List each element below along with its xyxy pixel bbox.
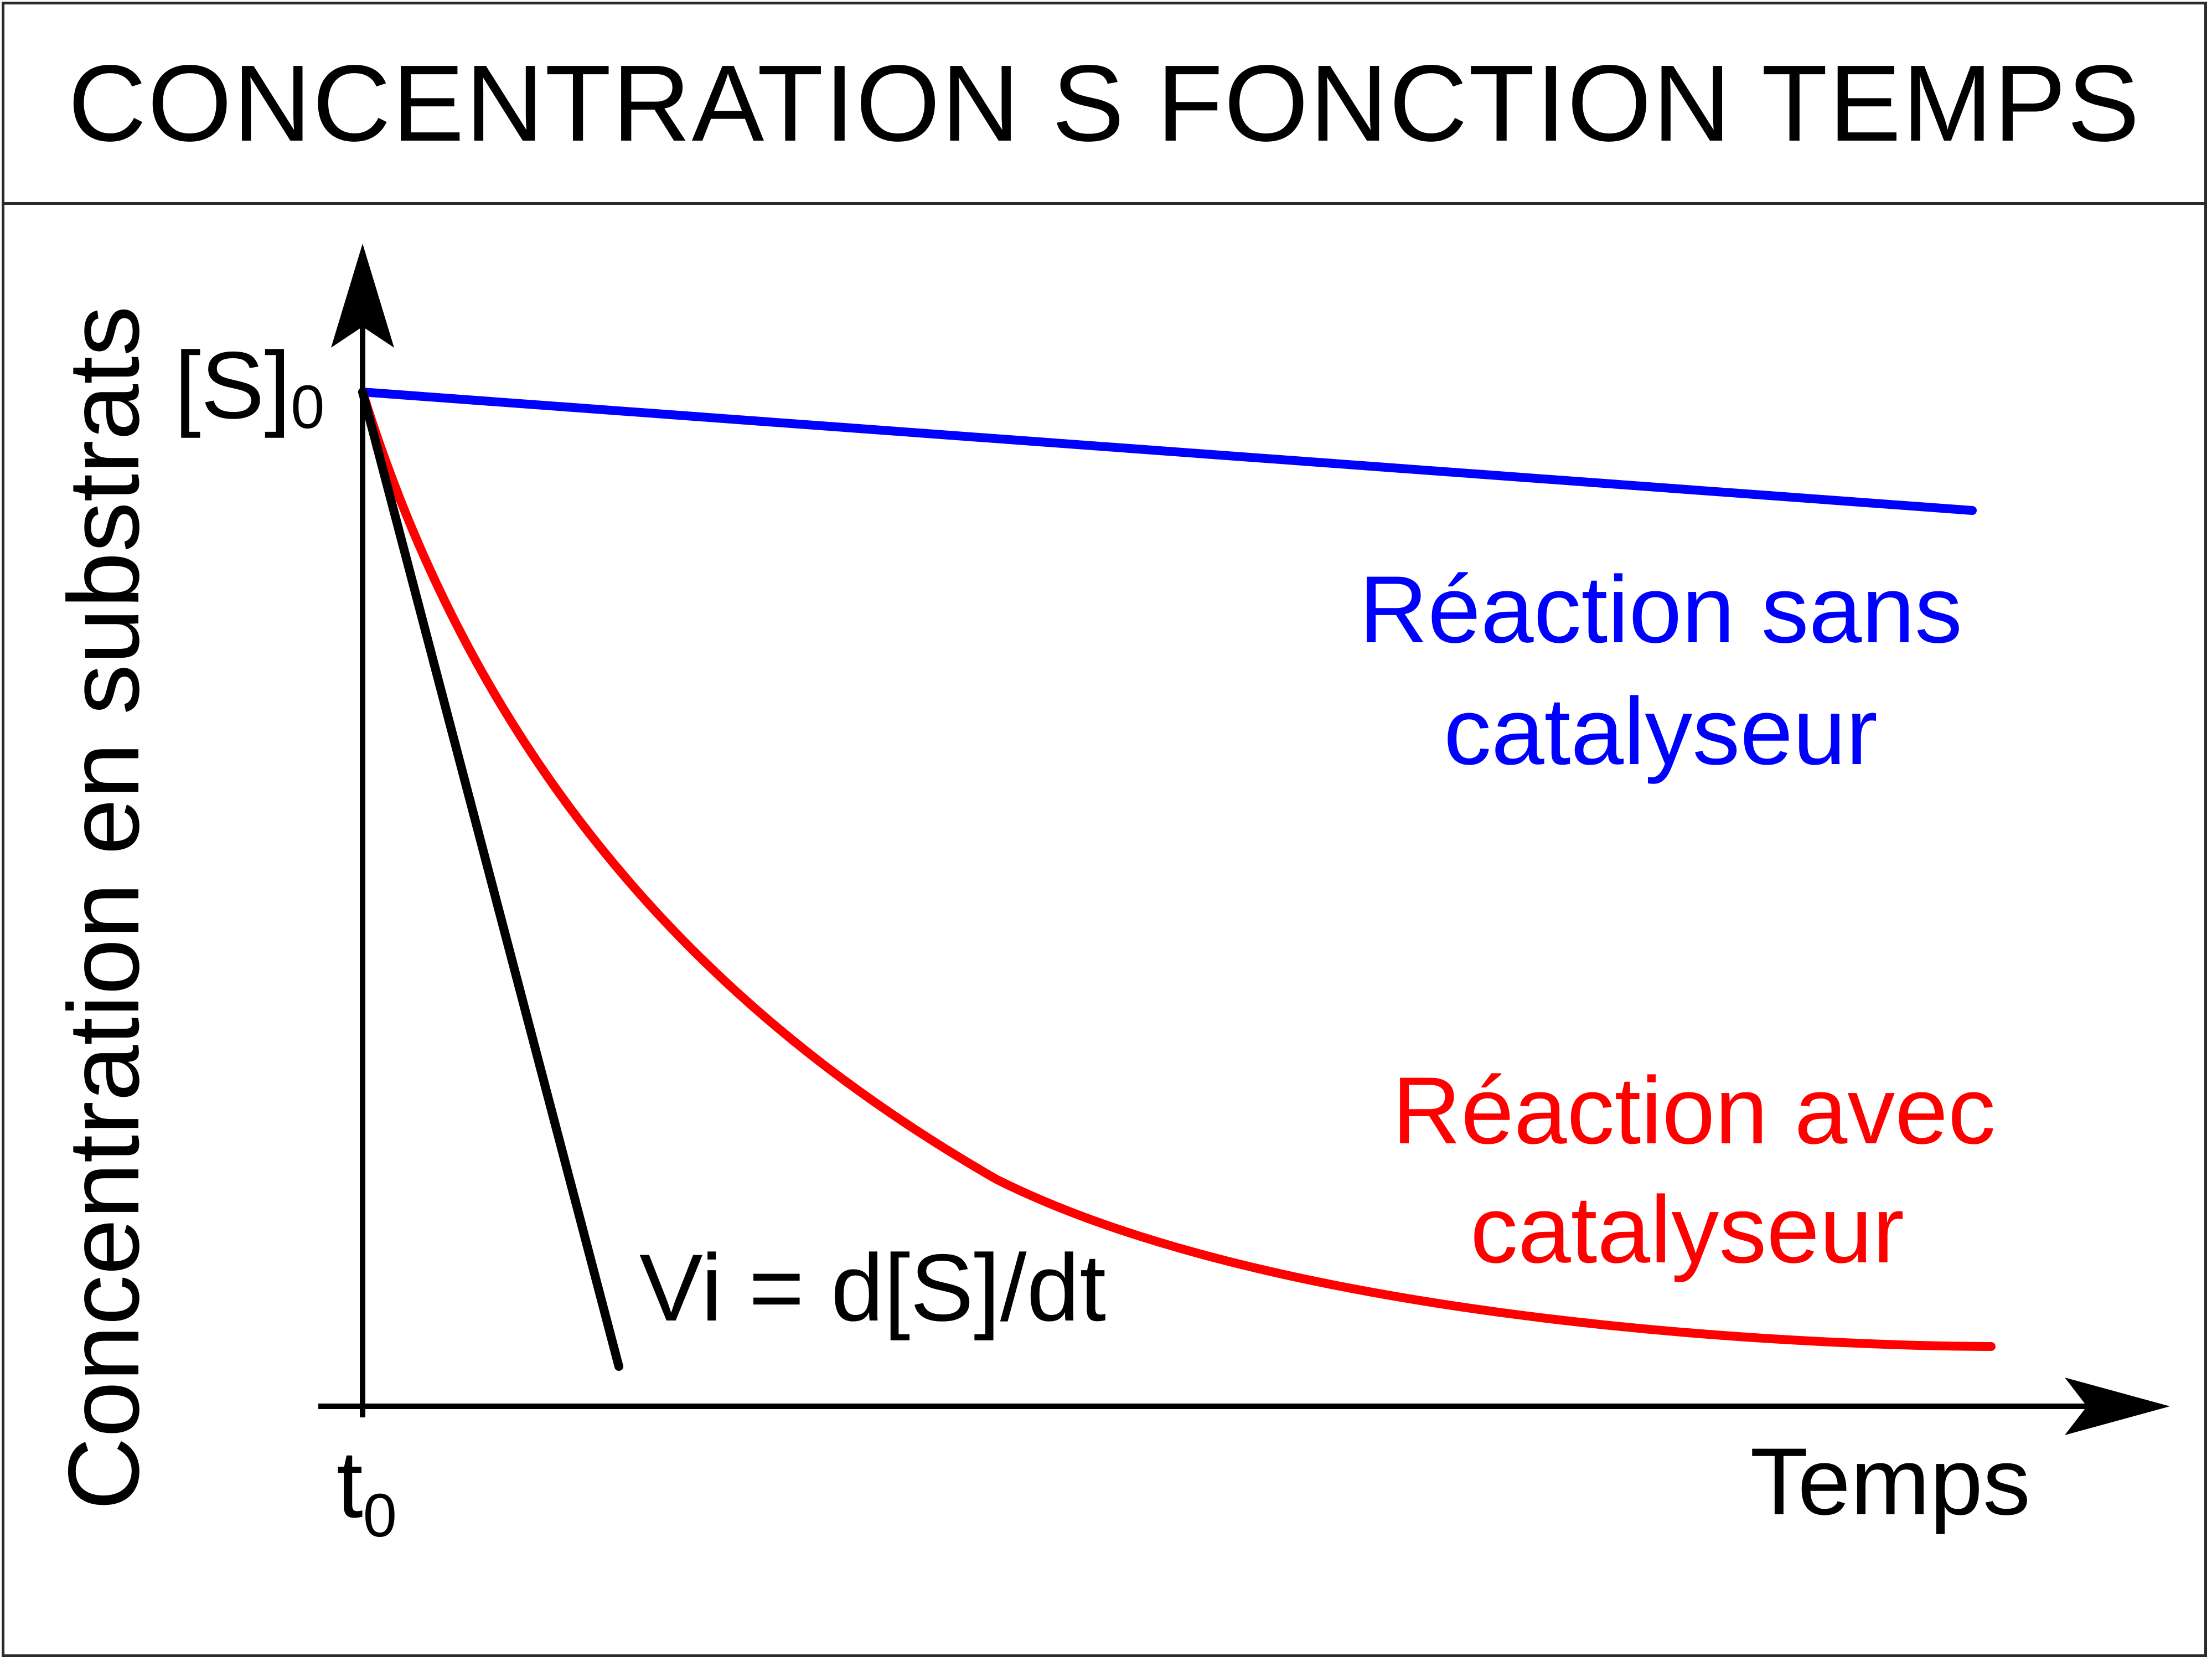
x-axis-arrowhead [2065, 1378, 2170, 1435]
y-origin-subscript: 0 [291, 373, 324, 441]
y-origin-main: [S] [174, 332, 291, 439]
curve-without-catalyst [358, 388, 1977, 515]
label-without-catalyst-line2: catalyseur [1444, 678, 1878, 785]
x-origin-subscript: 0 [363, 1482, 397, 1550]
title-bar: CONCENTRATION S FONCTION TEMPS [4, 4, 2204, 205]
curve-with-catalyst [358, 388, 1996, 1351]
initial-tangent-line [358, 388, 623, 1371]
x-origin-main: t [337, 1431, 363, 1538]
y-origin-label: [S]0 [174, 332, 324, 441]
label-without-catalyst-line1: Réaction sans [1359, 556, 1962, 663]
label-with-catalyst-line2: catalyseur [1470, 1177, 1904, 1283]
x-origin-label: t0 [337, 1431, 397, 1550]
tangent-label: Vi = d[S]/dt [639, 1235, 1106, 1341]
diagram-title: CONCENTRATION S FONCTION TEMPS [68, 43, 2141, 164]
x-axis-label: Temps [1750, 1428, 2030, 1535]
y-axis-label: Concentration en substrats [47, 306, 160, 1510]
label-with-catalyst-line1: Réaction avec [1392, 1058, 1996, 1164]
y-axis-arrowhead [331, 244, 394, 348]
